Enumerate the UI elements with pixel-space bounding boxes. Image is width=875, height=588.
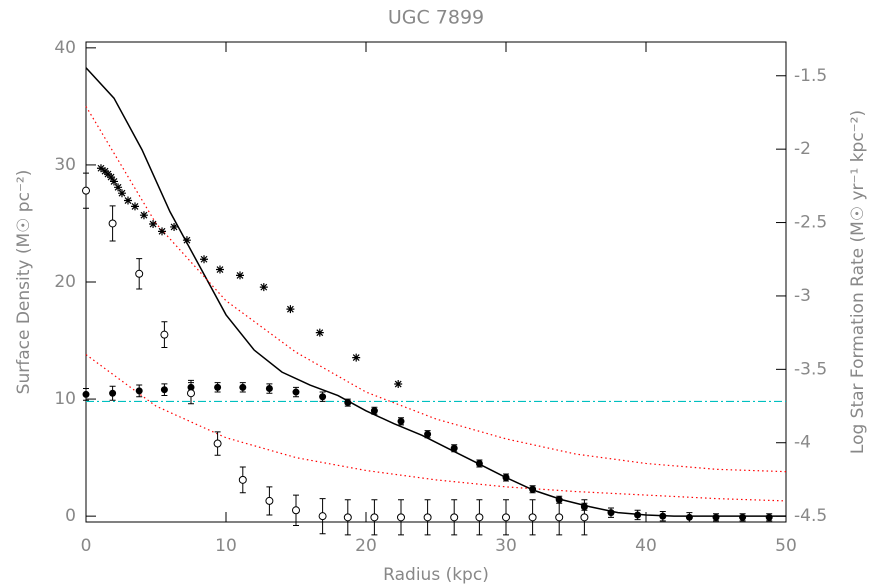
line xyxy=(85,354,787,502)
y2-tick-label: -2 xyxy=(794,139,811,159)
point xyxy=(397,417,405,425)
point xyxy=(160,386,168,394)
point xyxy=(107,173,116,182)
point xyxy=(292,388,300,396)
point xyxy=(265,496,274,505)
point xyxy=(529,485,537,493)
point xyxy=(555,513,564,522)
point xyxy=(117,189,126,198)
y-tick-label: 20 xyxy=(54,272,76,292)
point xyxy=(502,474,510,482)
point xyxy=(103,170,112,179)
point xyxy=(108,219,117,228)
point xyxy=(319,393,327,401)
point xyxy=(528,513,537,522)
point xyxy=(343,513,352,522)
point xyxy=(397,513,405,522)
chart-title: UGC 7899 xyxy=(388,7,484,29)
point xyxy=(114,183,123,192)
line xyxy=(85,106,787,473)
point xyxy=(109,389,117,397)
point xyxy=(135,269,144,278)
point xyxy=(450,444,458,452)
point xyxy=(200,255,209,264)
point xyxy=(139,211,148,220)
point xyxy=(259,283,268,292)
y2-tick-label: -2.5 xyxy=(794,213,827,233)
point xyxy=(149,220,158,229)
point xyxy=(110,177,118,186)
y2-tick-label: -4.5 xyxy=(794,506,827,526)
x-tick-label: 0 xyxy=(81,536,92,556)
point xyxy=(502,513,510,522)
y-axis-label: Surface Density (M☉ pc⁻²) xyxy=(14,170,34,395)
y2-tick-label: -3 xyxy=(794,286,811,306)
y-tick-label: 40 xyxy=(54,38,76,58)
point xyxy=(170,222,179,231)
point xyxy=(394,380,403,389)
point xyxy=(344,399,352,407)
point xyxy=(634,511,642,519)
y-tick-label: 10 xyxy=(54,389,76,409)
y2-tick-label: -3.5 xyxy=(794,359,827,379)
x-tick-label: 30 xyxy=(495,536,517,556)
point xyxy=(739,513,747,521)
point xyxy=(370,513,379,522)
point xyxy=(238,475,247,484)
point xyxy=(712,513,720,521)
point xyxy=(182,236,191,245)
point xyxy=(236,271,244,280)
point xyxy=(131,202,139,211)
point xyxy=(607,509,615,517)
point xyxy=(124,196,132,205)
point xyxy=(423,513,432,522)
x-axis-label: Radius (kpc) xyxy=(383,565,489,585)
point xyxy=(215,265,224,274)
point xyxy=(370,407,378,415)
point xyxy=(315,328,324,337)
x-tick-label: 10 xyxy=(215,536,237,556)
point xyxy=(82,390,90,398)
point xyxy=(318,512,327,521)
point xyxy=(135,387,143,395)
point xyxy=(96,164,105,173)
point xyxy=(765,513,773,521)
point xyxy=(82,186,90,195)
point xyxy=(685,513,693,521)
point xyxy=(475,459,483,467)
point xyxy=(424,430,432,438)
point xyxy=(187,389,195,398)
point xyxy=(158,227,167,236)
point xyxy=(475,513,484,522)
y2-tick-label: -1.5 xyxy=(794,66,827,86)
point xyxy=(160,330,169,339)
point xyxy=(286,305,295,314)
point xyxy=(239,383,247,391)
point xyxy=(352,353,361,362)
point xyxy=(213,439,222,448)
x-tick-label: 40 xyxy=(635,536,657,556)
plot-frame xyxy=(85,41,787,523)
x-tick-label: 20 xyxy=(355,536,377,556)
point xyxy=(265,385,273,393)
point xyxy=(580,513,589,522)
line xyxy=(85,67,786,517)
y2-tick-label: -4 xyxy=(794,433,811,453)
point xyxy=(659,512,667,520)
point xyxy=(450,513,459,522)
y-tick-label: 30 xyxy=(54,155,76,175)
y2-axis-label: Log Star Formation Rate (M☉ yr⁻¹ kpc⁻²) xyxy=(848,110,868,454)
point xyxy=(292,506,300,515)
x-tick-label: 50 xyxy=(775,536,797,556)
y-tick-label: 0 xyxy=(65,506,76,526)
point xyxy=(214,383,222,391)
